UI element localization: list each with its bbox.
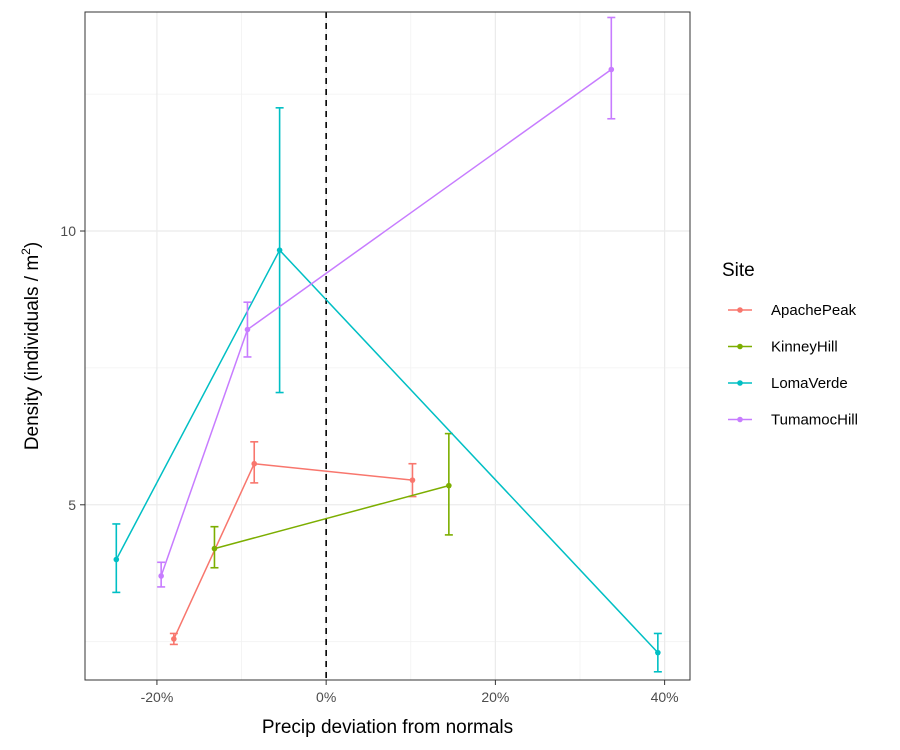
legend-label-apachepeak: ApachePeak [771,302,857,319]
series-lomaverde [112,107,662,673]
tumamochill-point [244,326,251,333]
legend-key-point [737,307,743,313]
kinneyhill-point [446,482,452,489]
apachepeak-point [409,477,416,483]
x-tick-label: 40% [651,689,679,705]
y-axis-title-main: Density (individuals / m [22,255,43,450]
y-axis-title-close: ) [22,242,43,248]
legend-label-lomaverde: LomaVerde [771,375,848,392]
kinneyhill-line-segment [214,484,450,550]
series-tumamochill [157,16,616,588]
panel-border [84,11,691,681]
lomaverde-point [113,556,120,563]
tumamochill-line-segment [247,68,612,331]
kinneyhill-point [211,545,218,552]
series-kinneyhill [210,432,453,569]
tumamochill-point [608,66,615,73]
series-group [112,16,662,673]
lomaverde-line-segment [115,249,281,560]
legend-item-tumamochill: TumamocHill [728,412,858,429]
legend-key-point [737,380,743,386]
legend-item-lomaverde: LomaVerde [728,375,848,392]
lomaverde-point [276,247,283,253]
y-tick-label: 5 [68,497,76,513]
y-tick-label: 10 [60,223,76,239]
lomaverde-line-segment [279,249,659,654]
x-tick-label: 20% [481,689,509,705]
axes: -20% 0% 20% 40% 5 10 [60,223,678,705]
legend-item-apachepeak: ApachePeak [728,302,857,319]
legend-label-tumamochill: TumamocHill [771,412,858,429]
lomaverde-point [655,649,661,656]
apachepeak-point [251,460,258,467]
apachepeak-line-segment [254,462,413,481]
legend-title: Site [722,260,755,281]
y-axis-title-superscript: 2 [19,248,33,255]
x-tick-label: 0% [316,689,336,705]
x-axis-title: Precip deviation from normals [262,717,513,738]
grid-lines [85,12,690,680]
legend-key-point [737,416,743,423]
legend-item-kinneyhill: KinneyHill [728,339,838,356]
y-axis-title: Density (individuals / m2) [19,242,43,450]
legend-label-kinneyhill: KinneyHill [771,339,838,356]
tumamochill-line-segment [160,329,249,577]
tumamochill-point [158,573,164,579]
x-tick-label: -20% [141,689,174,705]
legend: Site ApachePeak KinneyHill LomaVerde Tumamo… [722,260,858,429]
series-apachepeak [169,441,417,646]
apachepeak-point [171,636,177,642]
legend-key-point [737,343,743,350]
